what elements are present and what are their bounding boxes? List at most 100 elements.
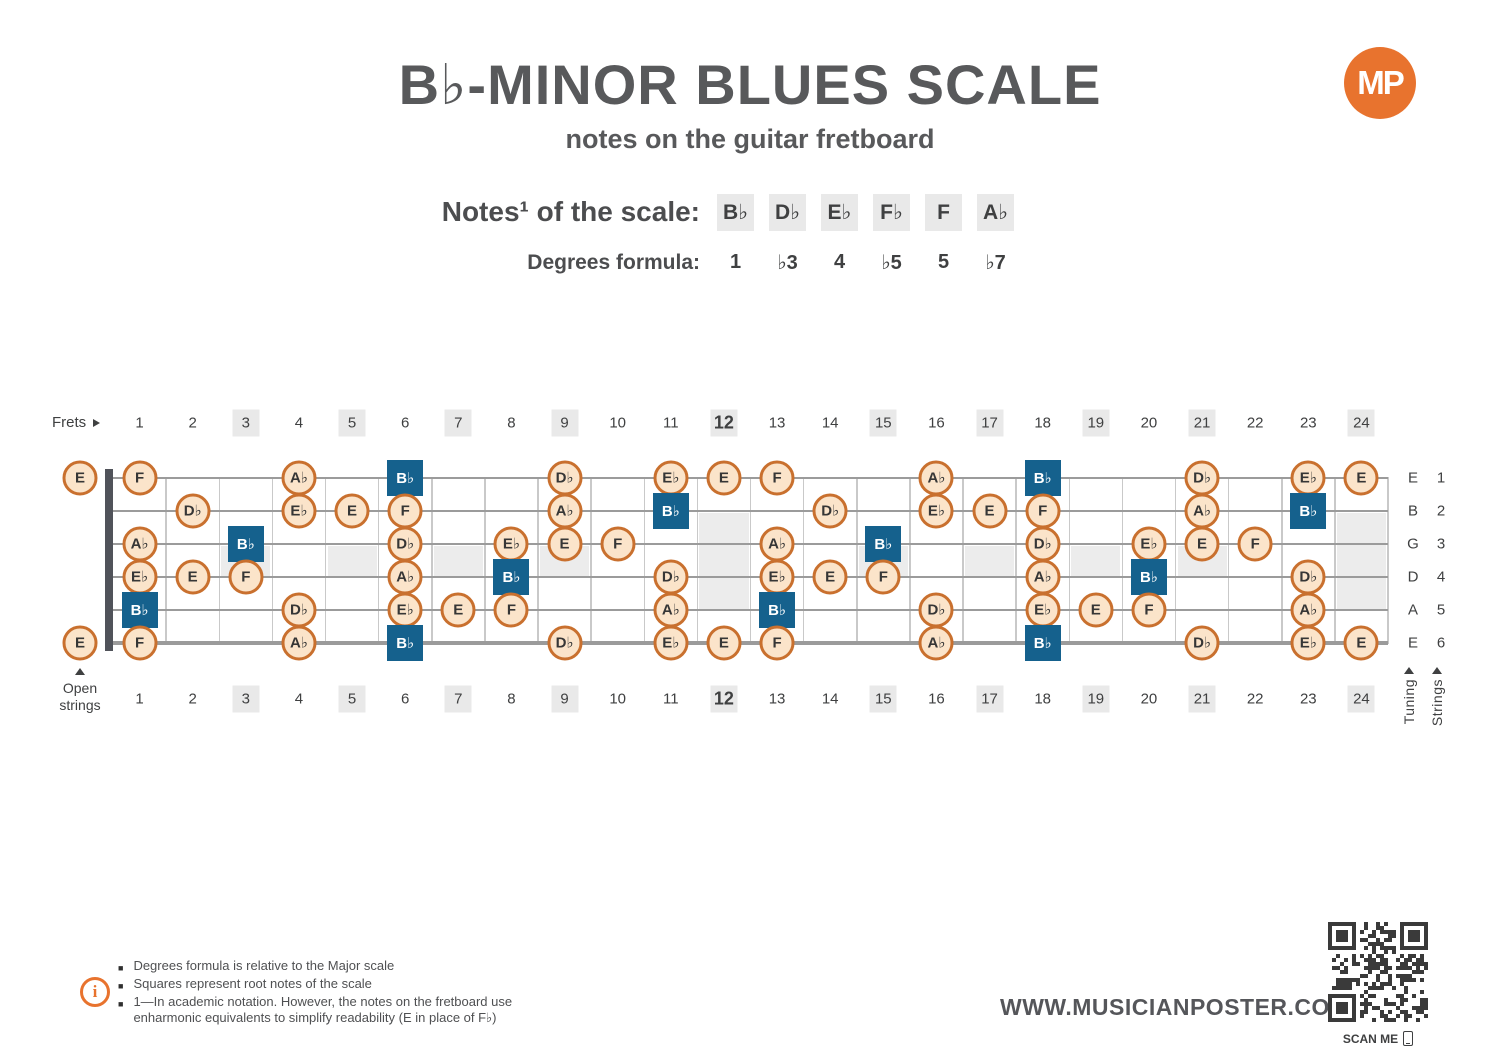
root-note-marker: B♭ (1130, 559, 1167, 595)
note-marker: F (1025, 493, 1061, 529)
note-marker: D♭ (547, 625, 583, 661)
fret-number: 23 (1299, 414, 1317, 432)
string-tuning-label: E (1407, 634, 1419, 652)
fret-wire (484, 477, 486, 644)
info-line-text: Degrees formula is relative to the Major… (133, 958, 395, 973)
info-line: ■ 1—In academic notation. However, the no… (118, 994, 548, 1026)
fret-wire (1227, 477, 1230, 644)
open-string-note: E (62, 460, 98, 496)
note-marker: F (759, 625, 795, 661)
fret-number: 1 (135, 690, 144, 708)
note-marker: E (334, 493, 370, 529)
fret-wire (1068, 477, 1070, 644)
fret-number: 18 (1034, 690, 1052, 708)
open-string-note: E (62, 625, 98, 661)
fret-number: 14 (821, 690, 839, 708)
string-line (113, 510, 1388, 512)
note-marker: E (175, 559, 211, 595)
fret-wire (643, 477, 645, 644)
string-tuning-label: A (1407, 601, 1419, 619)
fret-wire (1121, 477, 1124, 644)
fret-inlay-marker (1071, 545, 1121, 576)
fret-number: 1 (135, 414, 144, 432)
fret-number: 18 (1034, 414, 1052, 432)
fret-wire (909, 477, 911, 644)
fret-number: 5 (338, 409, 366, 437)
fret-number: 19 (1082, 685, 1110, 713)
fret-number: 20 (1140, 414, 1158, 432)
note-marker: D♭ (1290, 559, 1326, 595)
scale-note-box: B♭ (717, 194, 754, 231)
fret-wire (218, 477, 220, 644)
string-tuning-label: G (1407, 535, 1419, 553)
note-marker: E♭ (387, 592, 423, 628)
scale-note-box: D♭ (769, 194, 806, 231)
note-marker: E♭ (1290, 625, 1326, 661)
string-number-label: 2 (1436, 502, 1446, 520)
frets-label: Frets (52, 414, 101, 431)
root-note-marker: B♭ (493, 559, 530, 595)
note-marker: F (600, 526, 636, 562)
fret-number: 7 (444, 685, 472, 713)
page-subtitle: notes on the guitar fretboard (565, 124, 935, 154)
note-marker: E (812, 559, 848, 595)
fret-wire (1387, 477, 1389, 644)
string-line (113, 575, 1388, 579)
note-marker: A♭ (759, 526, 795, 562)
degrees-formula-label: Degrees formula: (527, 251, 700, 274)
fret-wire (1174, 477, 1177, 644)
fret-number: 9 (551, 409, 579, 437)
note-marker: E (1343, 460, 1379, 496)
string-number-label: 1 (1436, 469, 1446, 487)
note-marker: D♭ (387, 526, 423, 562)
fret-wire (590, 477, 592, 644)
fret-inlay-marker (965, 545, 1015, 576)
note-marker: E♭ (122, 559, 158, 595)
note-marker: F (387, 493, 423, 529)
fret-number: 17 (976, 409, 1004, 437)
note-marker: E♭ (653, 460, 689, 496)
scan-me-text: SCAN ME (1342, 1031, 1399, 1046)
note-marker: F (1131, 592, 1167, 628)
note-marker: E♭ (1131, 526, 1167, 562)
note-marker: A♭ (918, 625, 954, 661)
tuning-column-label: Tuning (1401, 667, 1417, 724)
fret-number: 15 (869, 685, 897, 713)
fret-wire (802, 477, 805, 644)
fret-number: 15 (869, 409, 897, 437)
note-marker: E♭ (918, 493, 954, 529)
note-marker: D♭ (1184, 625, 1220, 661)
fret-wire (324, 477, 327, 644)
note-marker: F (865, 559, 901, 595)
fret-number: 16 (928, 414, 945, 432)
note-marker: F (493, 592, 529, 628)
scale-degree-value: ♭7 (985, 251, 1006, 274)
strings-label-text: Strings (1429, 679, 1445, 727)
fret-inlay-marker-double (1336, 512, 1386, 609)
note-marker: E (1343, 625, 1379, 661)
fret-number: 4 (294, 414, 304, 432)
note-marker: E (706, 625, 742, 661)
open-strings-label: Open strings (43, 668, 117, 714)
note-marker: E (1184, 526, 1220, 562)
scale-degree-value: ♭5 (881, 251, 902, 274)
note-marker: A♭ (918, 460, 954, 496)
fret-inlay-marker (327, 545, 377, 576)
note-marker: A♭ (1184, 493, 1220, 529)
info-line-text: 1—In academic notation. However, the not… (133, 994, 513, 1025)
fret-number: 8 (507, 414, 516, 432)
note-marker: D♭ (653, 559, 689, 595)
fret-number: 16 (928, 690, 945, 708)
root-note-marker: B♭ (652, 493, 689, 529)
fret-number: 10 (609, 690, 627, 708)
page-title: B♭-MINOR BLUES SCALE (398, 53, 1102, 116)
scale-notes-label: Notes¹ of the scale: (441, 196, 700, 227)
fret-inlay-marker (433, 545, 483, 576)
scale-note-box: E♭ (821, 194, 858, 231)
fret-number: 11 (663, 414, 679, 432)
note-marker: E♭ (759, 559, 795, 595)
fret-number: 23 (1299, 690, 1317, 708)
scale-degree-value: 1 (729, 250, 742, 273)
string-tuning-label: B (1407, 502, 1419, 520)
